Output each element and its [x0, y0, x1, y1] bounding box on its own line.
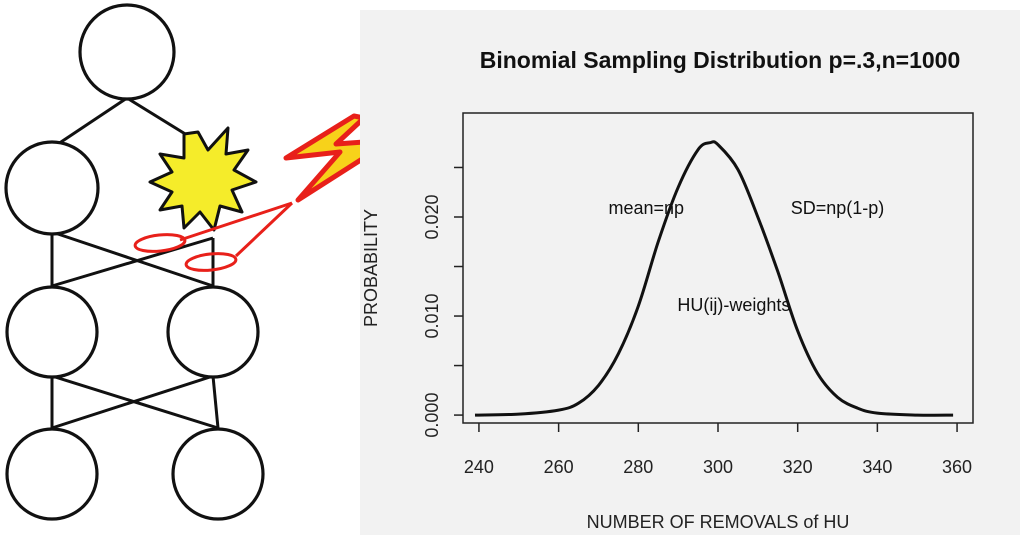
x-tick-label: 240	[464, 457, 494, 477]
x-axis: 240 260 280 300 320 340 360	[464, 423, 972, 477]
scissors-icon	[133, 201, 294, 272]
y-tick-label: 0.010	[422, 294, 442, 339]
edge-top-left	[51, 96, 128, 150]
edge-l2left-l3right	[51, 230, 214, 288]
chart-title: Binomial Sampling Distribution p=.3,n=10…	[480, 47, 961, 73]
edge-l2right-l3left	[51, 236, 214, 288]
chart-annotations: mean=np SD=np(1-p) HU(ij)-weights	[609, 198, 885, 315]
node-hidden1-left	[4, 140, 100, 236]
chart-annotation: HU(ij)-weights	[677, 295, 790, 315]
network-diagram	[4, 3, 395, 521]
chart-background	[360, 10, 1020, 535]
x-tick-label: 360	[942, 457, 972, 477]
x-tick-label: 260	[544, 457, 574, 477]
explosion-burst-icon	[148, 126, 258, 232]
node-output-left	[5, 427, 99, 521]
x-axis-label: NUMBER OF REMOVALS of HU	[587, 512, 850, 532]
x-tick-label: 320	[783, 457, 813, 477]
chart-annotation: mean=np	[609, 198, 685, 218]
y-tick-label: 0.020	[422, 194, 442, 239]
edge-l3right-l4left	[51, 374, 214, 430]
series-line	[474, 140, 954, 417]
x-tick-label: 340	[862, 457, 892, 477]
node-hidden2-right	[166, 285, 260, 379]
y-tick-label: 0.000	[422, 393, 442, 438]
y-axis: 0.000 0.010 0.020	[422, 166, 463, 438]
lightning-bolt-icon	[283, 113, 395, 203]
x-tick-label: 300	[703, 457, 733, 477]
node-input	[78, 3, 176, 101]
x-tick-label: 280	[623, 457, 653, 477]
chart-annotation: SD=np(1-p)	[791, 198, 885, 218]
edge-l3right-l4right	[211, 375, 220, 429]
node-output-right	[171, 427, 265, 521]
y-axis-label: PROBABILITY	[361, 209, 381, 327]
node-hidden2-left	[5, 285, 99, 379]
